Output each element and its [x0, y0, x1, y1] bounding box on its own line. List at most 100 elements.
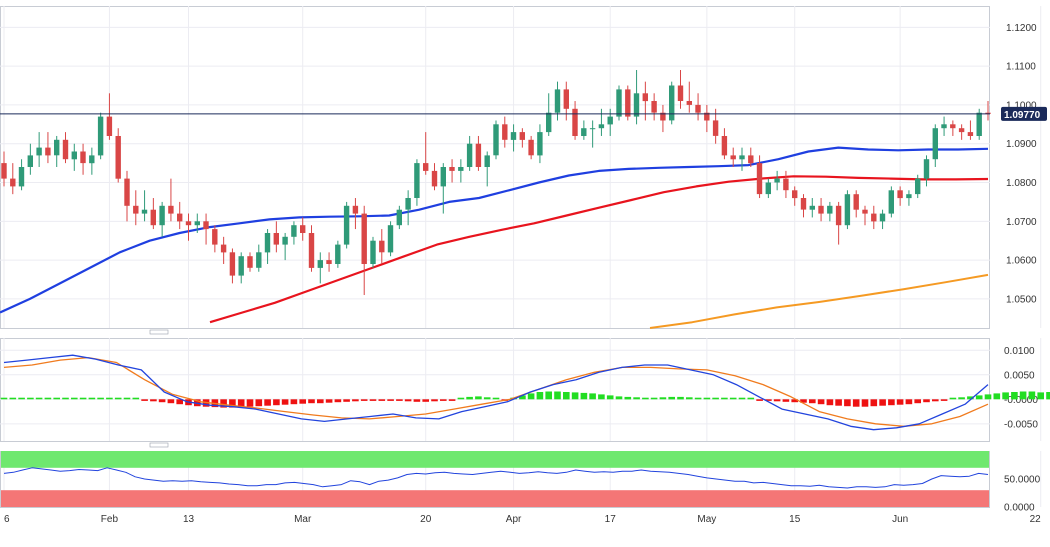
macd-histogram-bar	[290, 399, 298, 405]
candle-body	[800, 198, 807, 210]
price-tick-label: 1.1200	[1006, 23, 1037, 34]
macd-histogram-bar	[835, 399, 842, 406]
candle-body	[616, 89, 622, 117]
macd-histogram-bar	[483, 397, 491, 400]
x-tick-label: Feb	[101, 514, 119, 525]
candle-body	[203, 221, 209, 230]
macd-histogram-bar	[905, 399, 913, 405]
candle-body	[387, 225, 394, 253]
macd-histogram-bar	[923, 399, 930, 403]
price-tick-label: 1.0500	[1006, 294, 1037, 305]
macd-histogram-bar	[53, 397, 60, 400]
candle-body	[774, 178, 780, 183]
candle-body	[572, 108, 578, 136]
macd-histogram-bar	[791, 399, 798, 403]
candle-body	[941, 124, 947, 129]
candle-body	[308, 233, 315, 268]
macd-histogram-bar	[88, 397, 96, 400]
macd-histogram-bar	[756, 399, 763, 401]
macd-histogram-bar	[343, 399, 350, 402]
candle-body	[379, 240, 385, 253]
macd-histogram-bar	[255, 399, 263, 407]
x-tick-label: Mar	[294, 514, 312, 525]
macd-histogram-bar	[563, 392, 570, 400]
candle-body	[493, 124, 499, 156]
x-tick-label: 22	[1030, 514, 1042, 525]
macd-histogram-bar	[158, 399, 166, 403]
macd-histogram-bar	[273, 399, 280, 406]
macd-histogram-bar	[536, 392, 544, 400]
macd-tick-label: -0.0000	[1004, 395, 1038, 406]
candle-body	[950, 124, 956, 129]
macd-histogram-bar	[1037, 392, 1044, 400]
candle-body	[879, 213, 886, 222]
macd-histogram-bar	[817, 399, 825, 405]
candle-body	[177, 213, 183, 222]
candle-body	[756, 163, 763, 195]
macd-histogram-bar	[686, 397, 693, 400]
candle-body	[985, 112, 991, 114]
candle-body	[563, 89, 569, 109]
macd-histogram-bar	[589, 393, 596, 400]
candle-body	[598, 124, 605, 129]
candle-body	[36, 147, 42, 156]
candle-body	[862, 209, 868, 214]
candle-body	[932, 128, 938, 160]
macd-histogram-bar	[229, 399, 236, 408]
macd-histogram-bar	[738, 397, 746, 400]
candle-body	[915, 178, 921, 195]
candle-body	[300, 225, 306, 233]
macd-histogram-bar	[896, 399, 904, 405]
candle-body	[783, 178, 789, 191]
macd-histogram-bar	[703, 397, 711, 400]
candle-body	[62, 139, 69, 160]
candle-body	[475, 143, 482, 167]
macd-histogram-bar	[826, 399, 834, 406]
macd-histogram-bar	[317, 399, 324, 404]
candle-body	[150, 209, 156, 226]
macd-histogram-bar	[659, 397, 667, 400]
macd-histogram-bar	[334, 399, 342, 403]
macd-histogram-bar	[466, 396, 473, 400]
macd-histogram-bar	[852, 399, 860, 407]
macd-line	[3, 354, 989, 431]
macd-histogram-bar	[1002, 392, 1009, 400]
candle-body	[739, 155, 745, 160]
candle-body	[10, 178, 16, 187]
macd-histogram-bar	[422, 399, 429, 402]
sma-mid-line	[209, 175, 989, 324]
price-tick-label: 1.1000	[1006, 100, 1037, 111]
macd-histogram-bar	[729, 397, 737, 400]
macd-histogram-bar	[27, 397, 34, 400]
macd-histogram-bar	[132, 397, 140, 400]
macd-histogram-bar	[712, 397, 719, 400]
candle-body	[967, 132, 974, 136]
macd-histogram-bar	[545, 391, 552, 400]
panel-resize-handle	[149, 329, 169, 335]
candle-body	[484, 155, 490, 167]
macd-histogram-bar	[984, 394, 992, 400]
candle-body	[765, 182, 771, 195]
macd-histogram-bar	[888, 399, 895, 406]
macd-signal-line	[3, 356, 989, 427]
macd-histogram-bar	[747, 397, 755, 400]
candle-body	[229, 252, 236, 276]
macd-histogram-bar	[677, 396, 684, 400]
candle-body	[458, 167, 464, 171]
candle-body	[669, 85, 675, 121]
macd-histogram-bar	[975, 395, 983, 400]
macd-histogram-bar	[150, 399, 157, 402]
macd-histogram-bar	[378, 399, 386, 401]
macd-histogram-bar	[721, 397, 728, 400]
macd-histogram-bar	[106, 397, 113, 400]
candle-body	[502, 124, 508, 140]
x-tick-label: Jun	[892, 514, 908, 525]
price-tick-label: 1.0600	[1006, 256, 1037, 267]
candle-body	[554, 89, 561, 113]
candle-body	[159, 205, 165, 226]
candle-body	[528, 139, 534, 156]
macd-histogram-bar	[281, 399, 289, 405]
candle-body	[194, 221, 200, 226]
sma-slow-line	[649, 273, 989, 329]
candle-body	[343, 205, 350, 245]
